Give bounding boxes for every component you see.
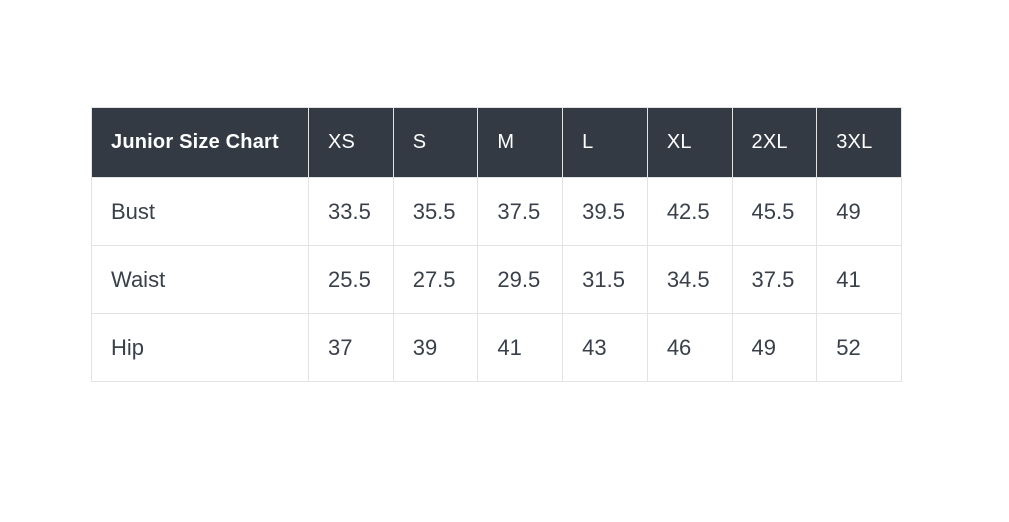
cell-hip-xl: 46 bbox=[646, 313, 733, 382]
header-size-l: L bbox=[562, 107, 648, 178]
row-label-waist: Waist bbox=[91, 245, 309, 314]
header-size-3xl: 3XL bbox=[816, 107, 902, 178]
table-row-hip: Hip 37 39 41 43 46 49 52 bbox=[91, 313, 902, 382]
cell-waist-3xl: 41 bbox=[816, 245, 902, 314]
row-label-bust: Bust bbox=[91, 177, 309, 246]
cell-bust-3xl: 49 bbox=[816, 177, 902, 246]
header-size-s: S bbox=[392, 107, 479, 178]
header-size-xs: XS bbox=[308, 107, 394, 178]
cell-bust-l: 39.5 bbox=[562, 177, 648, 246]
table-row-waist: Waist 25.5 27.5 29.5 31.5 34.5 37.5 41 bbox=[91, 245, 902, 314]
size-chart-header-row: Junior Size Chart XS S M L XL 2XL 3XL bbox=[91, 107, 902, 178]
cell-waist-2xl: 37.5 bbox=[731, 245, 818, 314]
cell-bust-m: 37.5 bbox=[477, 177, 564, 246]
row-label-hip: Hip bbox=[91, 313, 309, 382]
cell-hip-m: 41 bbox=[477, 313, 564, 382]
cell-hip-l: 43 bbox=[562, 313, 648, 382]
cell-waist-m: 29.5 bbox=[477, 245, 564, 314]
table-row-bust: Bust 33.5 35.5 37.5 39.5 42.5 45.5 49 bbox=[91, 177, 902, 246]
header-size-2xl: 2XL bbox=[731, 107, 818, 178]
cell-hip-2xl: 49 bbox=[731, 313, 818, 382]
cell-waist-s: 27.5 bbox=[392, 245, 479, 314]
cell-waist-xs: 25.5 bbox=[308, 245, 394, 314]
cell-waist-xl: 34.5 bbox=[646, 245, 733, 314]
header-size-xl: XL bbox=[646, 107, 733, 178]
cell-hip-s: 39 bbox=[392, 313, 479, 382]
cell-hip-xs: 37 bbox=[308, 313, 394, 382]
cell-hip-3xl: 52 bbox=[816, 313, 902, 382]
cell-bust-s: 35.5 bbox=[392, 177, 479, 246]
cell-waist-l: 31.5 bbox=[562, 245, 648, 314]
header-size-m: M bbox=[477, 107, 564, 178]
table-title-cell: Junior Size Chart bbox=[91, 107, 309, 178]
junior-size-chart-table: Junior Size Chart XS S M L XL 2XL 3XL Bu… bbox=[91, 107, 902, 382]
cell-bust-xl: 42.5 bbox=[646, 177, 733, 246]
cell-bust-2xl: 45.5 bbox=[731, 177, 818, 246]
cell-bust-xs: 33.5 bbox=[308, 177, 394, 246]
